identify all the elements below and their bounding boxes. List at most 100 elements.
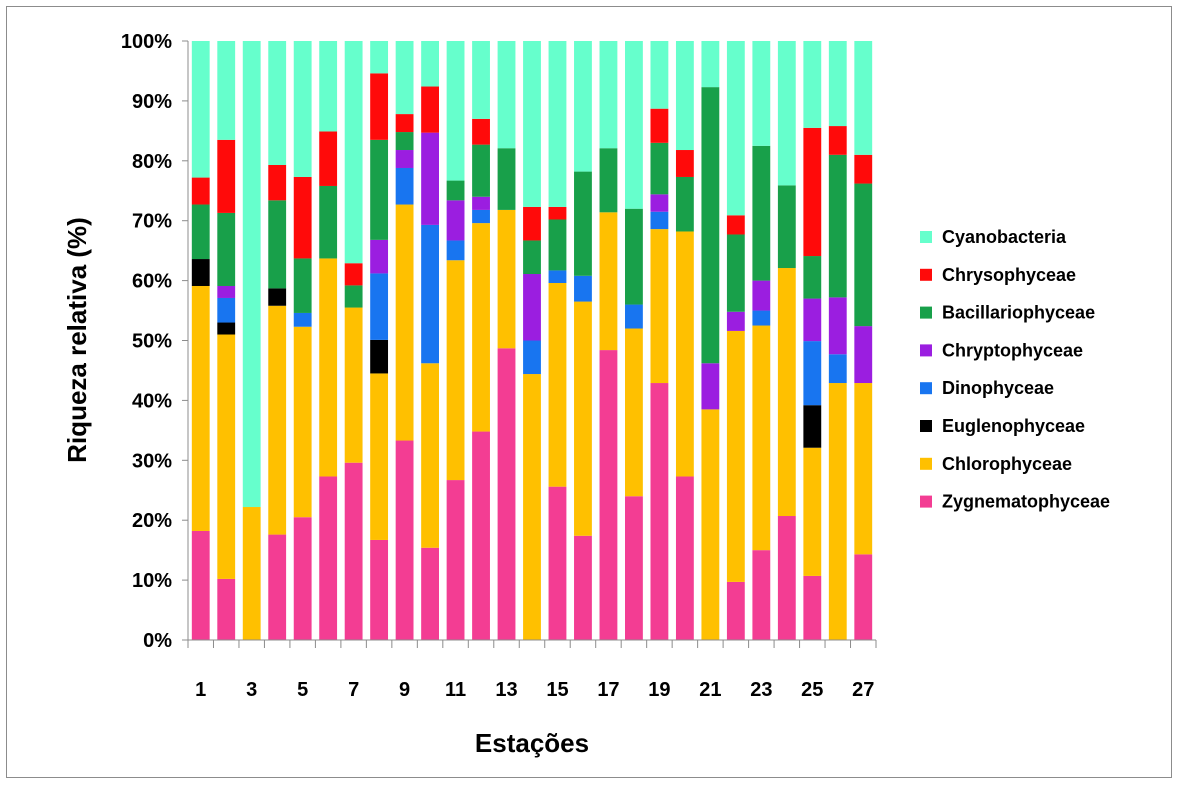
bar-segment-dinophyceae-station-5 xyxy=(293,312,312,327)
bar-segment-chlorophyceae-station-7 xyxy=(344,307,363,463)
x-tick-label: 15 xyxy=(546,679,568,701)
bars-group xyxy=(191,41,873,640)
bar-segment-euglenophyceae-station-1 xyxy=(191,259,210,286)
bar-segment-chrysophyceae-station-4 xyxy=(268,164,287,201)
bar-segment-chlorophyceae-station-15 xyxy=(548,283,567,487)
legend-label-bacillariophyceae: Bacillariophyceae xyxy=(942,303,1095,323)
bar-segment-zygnematophyceae-station-9 xyxy=(395,440,414,640)
bar-segment-dinophyceae-station-9 xyxy=(395,167,414,205)
bar-segment-cyanobacteria-station-2 xyxy=(217,41,236,140)
bar-segment-cyanobacteria-station-21 xyxy=(701,41,720,88)
bar-segment-chrysophyceae-station-1 xyxy=(191,177,210,205)
legend-swatch-chryptophyceae xyxy=(920,344,932,357)
bar-segment-zygnematophyceae-station-22 xyxy=(726,581,745,640)
bar-segment-euglenophyceae-station-8 xyxy=(370,339,389,374)
bar-segment-chryptophyceae-station-26 xyxy=(828,297,847,355)
bar-segment-cyanobacteria-station-13 xyxy=(497,41,516,149)
y-tick-label: 0% xyxy=(143,630,172,652)
bar-segment-cyanobacteria-station-17 xyxy=(599,41,618,149)
bar-segment-chryptophyceae-station-9 xyxy=(395,150,414,168)
bar-segment-chlorophyceae-station-18 xyxy=(625,328,643,497)
bar-segment-euglenophyceae-station-4 xyxy=(268,288,287,306)
bar-segment-chlorophyceae-station-20 xyxy=(675,231,694,477)
bar-segment-euglenophyceae-station-25 xyxy=(803,405,822,448)
bar-segment-zygnematophyceae-station-24 xyxy=(777,516,796,640)
bar-segment-bacillariophyceae-station-19 xyxy=(650,142,669,195)
bar-segment-dinophyceae-station-10 xyxy=(421,224,439,364)
bar-segment-zygnematophyceae-station-6 xyxy=(319,476,338,640)
bar-segment-cyanobacteria-station-14 xyxy=(523,41,541,207)
bar-segment-cyanobacteria-station-6 xyxy=(319,41,338,132)
bar-segment-dinophyceae-station-23 xyxy=(752,310,771,326)
legend-label-chrysophyceae: Chrysophyceae xyxy=(942,265,1076,285)
bar-segment-cyanobacteria-station-15 xyxy=(548,41,567,207)
bar-segment-cyanobacteria-station-10 xyxy=(421,41,439,87)
bar-segment-cyanobacteria-station-26 xyxy=(828,41,847,127)
bar-segment-bacillariophyceae-station-4 xyxy=(268,200,287,289)
bar-segment-chrysophyceae-station-12 xyxy=(472,118,490,145)
bar-segment-euglenophyceae-station-2 xyxy=(217,322,236,335)
bar-segment-dinophyceae-station-12 xyxy=(472,209,490,224)
bar-segment-cyanobacteria-station-23 xyxy=(752,41,771,146)
bar-segment-chryptophyceae-station-8 xyxy=(370,239,389,274)
bar-segment-chlorophyceae-station-3 xyxy=(242,507,261,640)
bar-segment-chrysophyceae-station-25 xyxy=(803,127,822,257)
bar-segment-zygnematophyceae-station-20 xyxy=(675,476,694,640)
bar-segment-chlorophyceae-station-27 xyxy=(854,383,873,555)
bar-segment-chrysophyceae-station-2 xyxy=(217,139,236,213)
bar-segment-chryptophyceae-station-23 xyxy=(752,280,771,311)
bar-segment-chlorophyceae-station-13 xyxy=(497,209,516,349)
bar-segment-cyanobacteria-station-9 xyxy=(395,41,414,115)
bar-segment-chlorophyceae-station-14 xyxy=(523,374,541,640)
legend-swatch-bacillariophyceae xyxy=(920,306,932,319)
bar-segment-cyanobacteria-station-16 xyxy=(574,41,592,172)
bar-segment-zygnematophyceae-station-11 xyxy=(446,480,465,640)
bar-segment-chryptophyceae-station-14 xyxy=(523,274,541,341)
y-tick-label: 90% xyxy=(132,91,172,113)
bar-segment-zygnematophyceae-station-5 xyxy=(293,517,312,640)
y-tick-label: 30% xyxy=(132,450,172,472)
bar-segment-cyanobacteria-station-3 xyxy=(242,41,261,508)
bar-segment-chlorophyceae-station-10 xyxy=(421,363,439,548)
bar-segment-zygnematophyceae-station-15 xyxy=(548,486,567,640)
bar-segment-chryptophyceae-station-19 xyxy=(650,194,669,212)
bar-segment-zygnematophyceae-station-12 xyxy=(472,431,490,640)
legend-swatch-euglenophyceae xyxy=(920,420,932,432)
x-axis-title: Estações xyxy=(475,728,589,758)
bar-segment-chrysophyceae-station-19 xyxy=(650,108,669,143)
bar-segment-dinophyceae-station-25 xyxy=(803,341,822,406)
bar-segment-cyanobacteria-station-25 xyxy=(803,41,822,128)
x-tick-label: 25 xyxy=(801,679,823,701)
x-tick-label: 1 xyxy=(195,679,206,701)
bar-segment-chrysophyceae-station-10 xyxy=(421,86,439,133)
bar-segment-bacillariophyceae-station-26 xyxy=(828,154,847,298)
bar-segment-cyanobacteria-station-7 xyxy=(344,41,363,264)
bar-segment-chlorophyceae-station-16 xyxy=(574,301,592,536)
bar-segment-chlorophyceae-station-4 xyxy=(268,305,287,535)
bar-segment-zygnematophyceae-station-19 xyxy=(650,383,669,640)
bar-segment-bacillariophyceae-station-7 xyxy=(344,285,363,308)
bar-segment-dinophyceae-station-8 xyxy=(370,273,389,340)
bar-segment-chlorophyceae-station-8 xyxy=(370,373,389,540)
y-tick-label: 70% xyxy=(132,211,172,233)
x-tick-label: 21 xyxy=(699,679,721,701)
legend-swatch-dinophyceae xyxy=(920,382,932,395)
bar-segment-bacillariophyceae-station-17 xyxy=(599,148,618,213)
bar-segment-zygnematophyceae-station-7 xyxy=(344,462,363,640)
bar-segment-bacillariophyceae-station-5 xyxy=(293,258,312,313)
legend-label-chlorophyceae: Chlorophyceae xyxy=(942,454,1072,474)
bar-segment-cyanobacteria-station-8 xyxy=(370,41,389,74)
bar-segment-chryptophyceae-station-27 xyxy=(854,326,873,384)
legend-swatch-zygnematophyceae xyxy=(920,495,932,508)
legend-swatch-cyanobacteria xyxy=(920,231,932,243)
bar-segment-chrysophyceae-station-14 xyxy=(523,206,541,241)
bar-segment-cyanobacteria-station-22 xyxy=(726,41,745,216)
y-tick-label: 50% xyxy=(132,331,172,353)
bar-segment-chlorophyceae-station-9 xyxy=(395,204,414,441)
bar-segment-chrysophyceae-station-8 xyxy=(370,73,389,140)
bar-segment-zygnematophyceae-station-25 xyxy=(803,575,822,640)
bar-segment-bacillariophyceae-station-24 xyxy=(777,185,796,269)
bar-segment-dinophyceae-station-18 xyxy=(625,304,643,329)
bar-segment-cyanobacteria-station-1 xyxy=(191,41,210,178)
bar-segment-chryptophyceae-station-2 xyxy=(217,285,236,298)
